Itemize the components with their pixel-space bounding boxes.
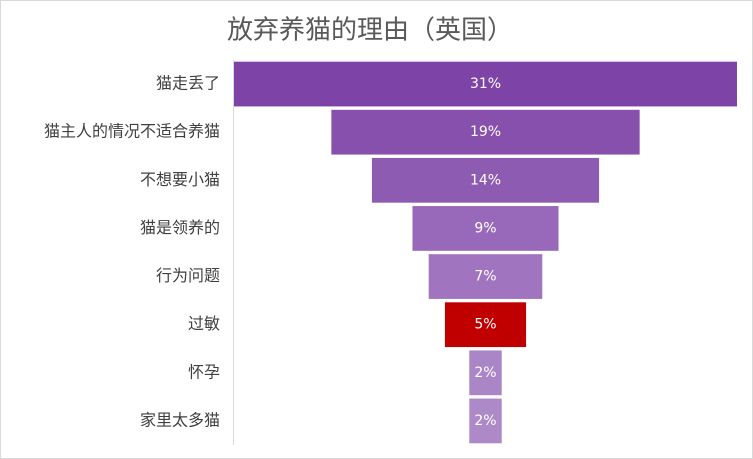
value-label: 2% — [474, 413, 496, 429]
bar — [469, 398, 502, 444]
category-label: 猫主人的情况不适合养猫 — [44, 122, 220, 141]
category-label: 过敏 — [188, 314, 220, 333]
category-label: 怀孕 — [188, 362, 220, 381]
bar — [412, 206, 559, 251]
bar — [444, 302, 527, 348]
category-label: 猫是领养的 — [140, 218, 220, 237]
value-label: 7% — [474, 269, 496, 285]
category-label: 家里太多猫 — [140, 410, 220, 429]
value-label: 14% — [470, 172, 501, 188]
category-label: 行为问题 — [156, 266, 220, 285]
value-label: 5% — [474, 317, 496, 333]
category-label: 猫走丢了 — [156, 74, 220, 93]
value-label: 31% — [470, 76, 501, 92]
bar — [428, 254, 543, 299]
bar — [371, 157, 600, 203]
value-label: 19% — [470, 124, 501, 140]
bar — [331, 109, 640, 155]
chart-title: 放弃养猫的理由（英国） — [227, 16, 513, 46]
bar — [469, 350, 502, 396]
category-label: 不想要小猫 — [140, 170, 220, 189]
value-label: 2% — [474, 365, 496, 381]
value-label: 9% — [474, 220, 496, 236]
bar — [234, 61, 737, 107]
